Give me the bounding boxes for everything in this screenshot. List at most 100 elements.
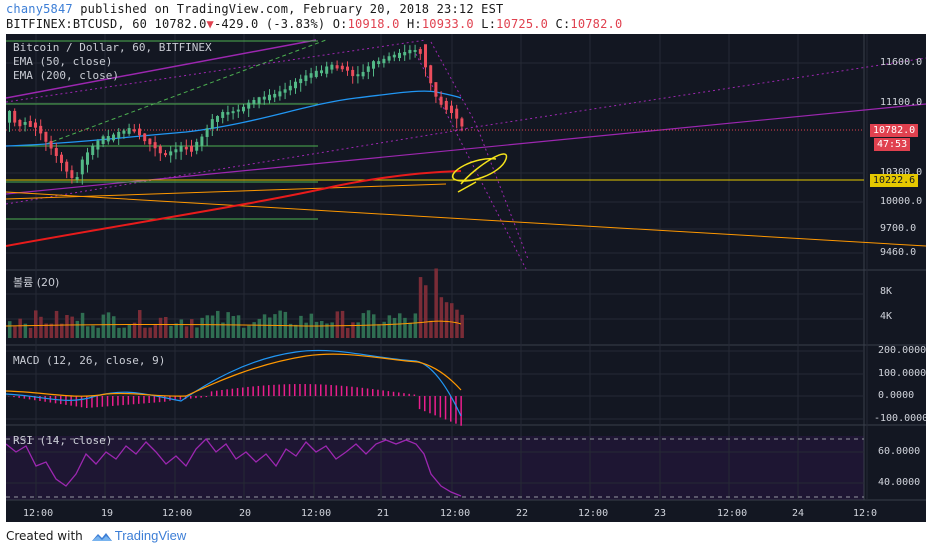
low-value: 10725.0 <box>496 17 549 31</box>
volume-bar <box>153 323 158 338</box>
macd-histogram-bar <box>132 396 135 405</box>
macd-histogram-bar <box>13 396 15 398</box>
volume-bar <box>325 323 329 338</box>
candle-body <box>268 94 271 101</box>
candle-body <box>429 65 433 84</box>
last-price: 10782.0 <box>154 17 207 31</box>
macd-histogram-bar <box>418 396 421 410</box>
macd-histogram-bar <box>429 396 431 414</box>
time-axis-label: 23 <box>654 508 667 519</box>
time-axis-label: 12:00 <box>440 508 471 519</box>
candle-body <box>309 73 313 78</box>
candle-body <box>294 81 297 89</box>
candle-body <box>392 54 396 58</box>
volume-bar <box>23 323 28 338</box>
volume-bar <box>117 327 121 338</box>
tradingview-brand[interactable]: TradingView <box>114 528 187 543</box>
candle-body <box>106 136 110 142</box>
author-link[interactable]: chany5847 <box>6 2 73 16</box>
macd-histogram-bar <box>148 396 150 404</box>
volume-bar <box>70 316 74 338</box>
volume-bar <box>200 317 204 338</box>
volume-bar <box>278 310 282 338</box>
volume-bar <box>184 326 189 338</box>
volume-bar <box>91 325 95 338</box>
macd-histogram-bar <box>226 389 228 396</box>
ema200-line <box>6 170 462 247</box>
macd-histogram-bar <box>455 396 457 424</box>
candle-body <box>424 44 427 68</box>
candle-body <box>200 136 204 146</box>
volume-bar <box>127 324 132 338</box>
volume-bar <box>252 322 256 338</box>
volume-bar <box>80 312 85 338</box>
candle-body <box>179 145 183 152</box>
macd-histogram-bar <box>434 396 436 416</box>
candle-body <box>216 116 219 122</box>
volume-bar <box>236 315 241 338</box>
low-label: L: <box>473 17 497 31</box>
volume-bar <box>408 322 412 338</box>
candle-body <box>80 159 84 175</box>
candle-body <box>205 128 209 137</box>
volume-axis-label: 8K <box>880 286 893 297</box>
chart-area[interactable]: Bitcoin / Dollar, 60, BITFINEX EMA (50, … <box>6 34 926 522</box>
macd-histogram-bar <box>75 396 78 407</box>
candle-body <box>49 140 53 149</box>
candle-body <box>13 110 17 123</box>
volume-bar <box>54 310 59 338</box>
macd-histogram-bar <box>138 396 140 404</box>
volume-bar <box>65 314 69 338</box>
volume-bar <box>143 327 147 338</box>
candle-body <box>132 129 136 132</box>
macd-axis-label: 200.0000 <box>878 345 926 356</box>
macd-histogram-bar <box>309 384 312 396</box>
volume-ma-line <box>6 320 462 327</box>
candle-body <box>387 56 391 61</box>
candle-body <box>221 111 225 118</box>
macd-histogram-bar <box>351 386 353 396</box>
channel-upper-line <box>6 39 317 99</box>
macd-histogram-bar <box>106 396 109 407</box>
countdown-tag: 47:53 <box>874 138 911 151</box>
chart-canvas[interactable] <box>6 34 926 522</box>
price-axis-label: 9700.0 <box>880 223 917 234</box>
volume-bar <box>13 326 17 338</box>
macd-histogram-bar <box>122 396 124 406</box>
candle-body <box>210 119 214 129</box>
macd-histogram-bar <box>283 384 286 396</box>
macd-line <box>6 349 462 417</box>
macd-histogram-bar <box>39 396 41 401</box>
candle-body <box>262 96 266 100</box>
time-axis-label: 24 <box>792 508 805 519</box>
volume-bar <box>413 313 418 338</box>
macd-histogram-bar <box>325 384 327 396</box>
price-axis-label: 11100.0 <box>880 97 923 108</box>
macd-histogram-bar <box>112 396 114 406</box>
candle-body <box>18 119 22 127</box>
candle-body <box>283 89 287 93</box>
volume-bar <box>377 324 381 338</box>
price-axis-label: 9460.0 <box>880 247 917 258</box>
publish-header: chany5847 published on TradingView.com, … <box>6 2 503 16</box>
candle-body <box>54 148 58 156</box>
volume-bar <box>299 315 303 338</box>
candle-body <box>65 161 69 172</box>
candle-body <box>320 70 323 74</box>
candle-body <box>153 142 157 149</box>
candle-body <box>231 111 235 114</box>
candle-body <box>127 128 131 134</box>
candle-body <box>434 82 438 97</box>
macd-histogram-bar <box>80 396 83 408</box>
candle-body <box>288 85 292 91</box>
macd-histogram-bar <box>101 396 104 407</box>
time-axis-label: 12:00 <box>578 508 609 519</box>
candle-body <box>174 149 178 153</box>
macd-histogram-bar <box>23 396 26 399</box>
candle-body <box>273 93 277 98</box>
macd-histogram-bar <box>403 393 405 396</box>
macd-histogram-bar <box>340 385 343 396</box>
candle-body <box>34 122 37 128</box>
volume-bar <box>122 327 126 338</box>
volume-bar <box>314 321 319 338</box>
